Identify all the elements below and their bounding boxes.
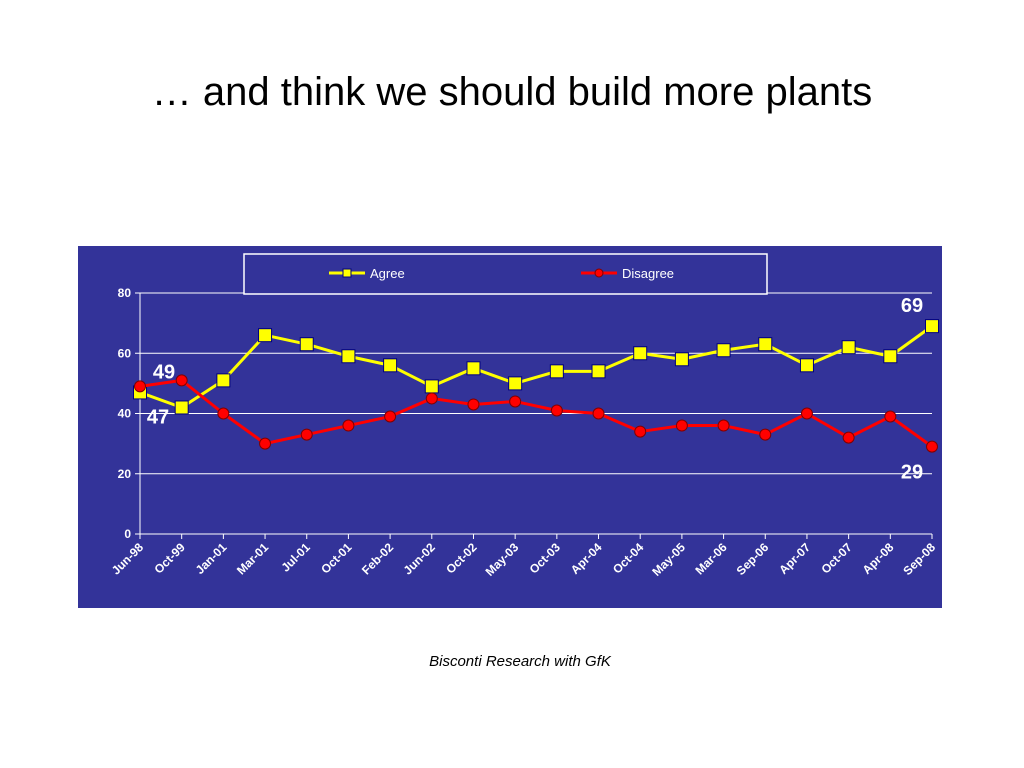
legend-label-agree: Agree [370, 266, 405, 281]
legend-box [243, 253, 768, 295]
data-point-disagree [175, 374, 188, 387]
y-tick-label: 80 [118, 286, 132, 300]
data-point-agree [216, 373, 231, 388]
series-line-disagree [139, 378, 933, 448]
legend-marker-disagree [594, 268, 604, 278]
data-point-disagree [592, 407, 605, 420]
data-point-disagree [926, 440, 938, 453]
data-point-agree [424, 379, 439, 394]
data-point-agree [466, 361, 481, 376]
source-caption: Bisconti Research with GfK [429, 653, 611, 670]
data-point-disagree [634, 425, 647, 438]
data-point-agree [925, 319, 939, 334]
data-point-disagree [259, 437, 272, 450]
series [133, 319, 939, 453]
data-point-disagree [217, 407, 230, 420]
data-point-agree [716, 343, 731, 358]
y-tick-label: 0 [124, 527, 131, 541]
legend-marker-agree [342, 268, 352, 278]
data-point-disagree [675, 419, 688, 432]
data-point-disagree [509, 395, 522, 408]
data-point-disagree [342, 419, 355, 432]
slide-title: … and think we should build more plants [151, 70, 873, 114]
data-point-agree [841, 340, 856, 355]
data-point-agree [549, 364, 564, 379]
data-point-disagree [717, 419, 730, 432]
series-disagree [134, 374, 938, 453]
data-point-agree [674, 352, 689, 367]
data-point-agree [341, 349, 356, 364]
data-point-agree [758, 337, 773, 352]
legend-label-disagree: Disagree [622, 266, 674, 281]
data-point-agree [174, 400, 189, 415]
data-point-agree [508, 376, 523, 391]
data-point-agree [633, 346, 648, 361]
data-label: 69 [901, 295, 923, 317]
annotations: 49 47 69 29 [147, 295, 923, 484]
data-point-disagree [884, 410, 897, 423]
data-point-agree [299, 337, 314, 352]
data-point-agree [383, 358, 398, 373]
line-chart: 0 20 40 60 80 Jun-98 Oct-99 Jan-01 Mar-01 Jul-01 O… [78, 246, 942, 608]
data-point-disagree [467, 398, 480, 411]
data-point-disagree [800, 407, 813, 420]
data-label: 47 [147, 406, 169, 428]
data-point-agree [799, 358, 814, 373]
y-tick-label: 20 [118, 467, 132, 481]
data-point-agree [258, 328, 273, 343]
data-label: 49 [153, 361, 175, 383]
series-agree [133, 319, 939, 415]
data-point-disagree [550, 404, 563, 417]
data-point-disagree [759, 428, 772, 441]
data-point-disagree [134, 380, 146, 393]
y-tick-label: 40 [118, 407, 132, 421]
data-point-disagree [300, 428, 313, 441]
legend: Agree Disagree [243, 253, 768, 295]
data-point-disagree [842, 431, 855, 444]
data-label: 29 [901, 462, 923, 484]
data-point-agree [883, 349, 898, 364]
data-point-agree [591, 364, 606, 379]
data-point-disagree [425, 392, 438, 405]
plot-background [78, 246, 942, 608]
data-point-disagree [384, 410, 397, 423]
y-tick-label: 60 [118, 346, 132, 360]
